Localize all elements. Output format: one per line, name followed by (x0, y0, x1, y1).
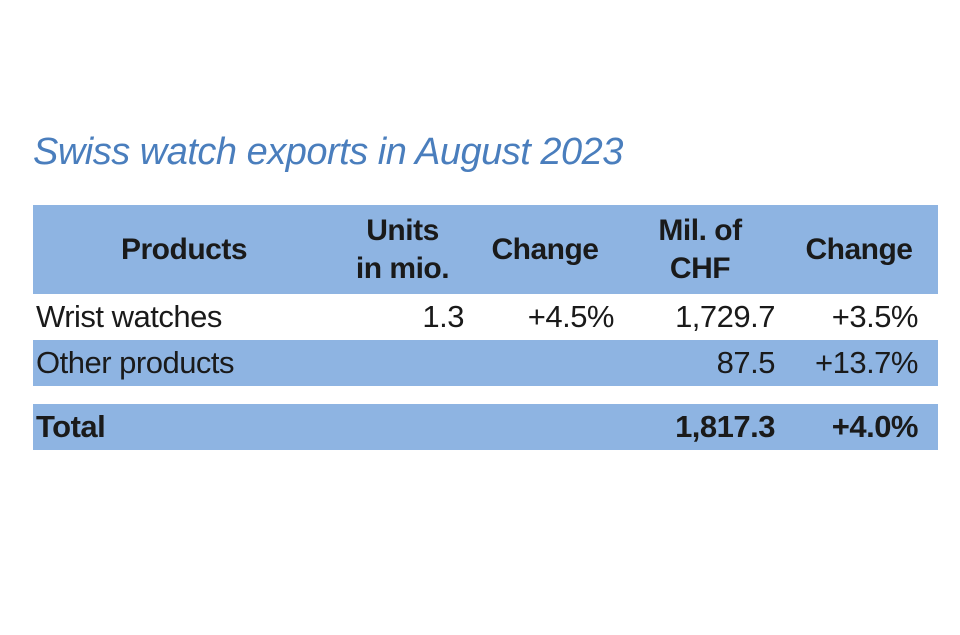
cell-chf-change: +3.5% (831, 299, 919, 334)
cell-product: Other products (36, 345, 235, 380)
header-chf-line1: Mil. of (658, 213, 742, 247)
header-chf: Mil. of CHF (620, 205, 780, 294)
header-units: Units in mio. (335, 205, 470, 294)
cell-units (335, 340, 470, 386)
cell-units: 1.3 (422, 299, 464, 334)
cell-chf: 87.5 (716, 345, 776, 380)
cell-chf: 1,729.7 (675, 299, 775, 334)
table-row-total: Total 1,817.3 +4.0% (33, 404, 938, 450)
header-chf-change-label: Change (805, 232, 913, 266)
cell-units-change: +4.5% (527, 299, 615, 334)
table-row-wrist-watches: Wrist watches 1.3 +4.5% 1,729.7 +3.5% (33, 294, 938, 340)
cell-product: Wrist watches (36, 299, 222, 334)
header-units-line1: Units (366, 213, 439, 247)
header-units-change: Change (470, 205, 620, 294)
cell-total-chf-change: +4.0% (831, 409, 919, 444)
header-products-label: Products (120, 232, 248, 266)
header-products: Products (33, 205, 335, 294)
table-row-other-products: Other products 87.5 +13.7% (33, 340, 938, 386)
table-header-row: Products Units in mio. Change Mil. of CH… (33, 205, 938, 294)
header-units-change-label: Change (491, 232, 599, 266)
header-units-line2: in mio. (355, 251, 450, 285)
header-chf-change: Change (780, 205, 938, 294)
cell-units-change (470, 340, 620, 386)
cell-total-units-change (470, 404, 620, 450)
page-title: Swiss watch exports in August 2023 (33, 131, 623, 173)
exports-table: Products Units in mio. Change Mil. of CH… (33, 205, 938, 450)
table-spacer (33, 386, 938, 404)
header-chf-line2: CHF (669, 251, 731, 285)
cell-chf-change: +13.7% (814, 345, 919, 380)
cell-total-chf: 1,817.3 (675, 409, 775, 444)
cell-total-label: Total (36, 409, 106, 444)
cell-total-units (335, 404, 470, 450)
